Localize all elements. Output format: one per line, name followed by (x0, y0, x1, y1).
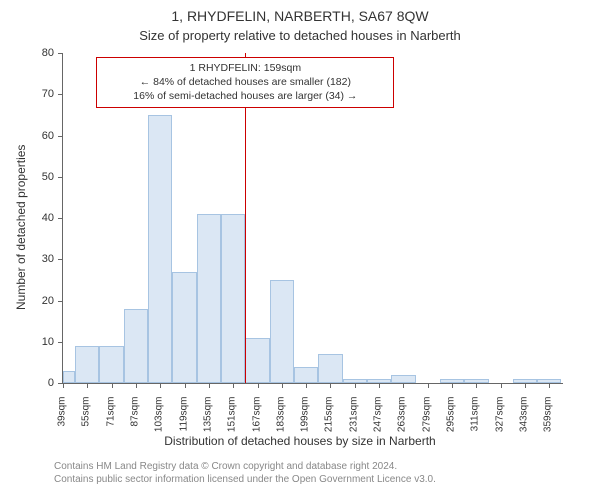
x-tick-label: 151sqm (227, 397, 238, 447)
y-tick-label: 0 (24, 377, 54, 389)
x-tick-label: 295sqm (446, 397, 457, 447)
y-tick-label: 60 (24, 130, 54, 142)
y-tick (58, 94, 63, 95)
footer-attribution: Contains HM Land Registry data © Crown c… (54, 460, 436, 486)
x-tick (87, 383, 88, 388)
x-tick (476, 383, 477, 388)
footer-line1: Contains HM Land Registry data © Crown c… (54, 460, 436, 473)
x-tick-label: 247sqm (373, 397, 384, 447)
x-tick (160, 383, 161, 388)
x-tick (501, 383, 502, 388)
x-tick-label: 359sqm (543, 397, 554, 447)
x-tick (233, 383, 234, 388)
x-tick (258, 383, 259, 388)
y-tick (58, 301, 63, 302)
histogram-bar (513, 379, 537, 383)
title-subtitle: Size of property relative to detached ho… (0, 28, 600, 43)
annotation-box: 1 RHYDFELIN: 159sqm← 84% of detached hou… (96, 57, 394, 108)
x-tick-label: 71sqm (105, 397, 116, 447)
y-tick (58, 218, 63, 219)
y-tick-label: 40 (24, 212, 54, 224)
histogram-bar (464, 379, 488, 383)
x-tick-label: 183sqm (275, 397, 286, 447)
y-tick-label: 80 (24, 47, 54, 59)
x-tick-label: 279sqm (421, 397, 432, 447)
histogram-bar (367, 379, 391, 383)
title-address: 1, RHYDFELIN, NARBERTH, SA67 8QW (0, 8, 600, 24)
x-tick (282, 383, 283, 388)
annotation-line1: 1 RHYDFELIN: 159sqm (105, 61, 385, 75)
histogram-bar (99, 346, 123, 383)
x-tick (185, 383, 186, 388)
x-tick (330, 383, 331, 388)
histogram-bar (63, 371, 75, 383)
x-tick (63, 383, 64, 388)
x-tick-label: 199sqm (300, 397, 311, 447)
x-tick-label: 167sqm (251, 397, 262, 447)
histogram-bar (537, 379, 561, 383)
x-tick-label: 135sqm (202, 397, 213, 447)
footer-line2: Contains public sector information licen… (54, 473, 436, 486)
x-tick-label: 263sqm (397, 397, 408, 447)
x-tick (452, 383, 453, 388)
x-tick-label: 343sqm (519, 397, 530, 447)
histogram-bar (172, 272, 196, 383)
x-tick-label: 311sqm (470, 397, 481, 447)
y-tick (58, 342, 63, 343)
histogram-bar (197, 214, 221, 383)
y-axis-label: Number of detached properties (14, 145, 28, 310)
histogram-bar (75, 346, 99, 383)
x-tick-label: 39sqm (57, 397, 68, 447)
histogram-bar (294, 367, 318, 384)
x-tick (136, 383, 137, 388)
x-tick-label: 327sqm (494, 397, 505, 447)
x-tick (355, 383, 356, 388)
x-tick-label: 119sqm (178, 397, 189, 447)
y-tick-label: 50 (24, 171, 54, 183)
x-tick-label: 231sqm (348, 397, 359, 447)
y-tick-label: 70 (24, 88, 54, 100)
histogram-bar (221, 214, 245, 383)
x-tick (379, 383, 380, 388)
y-tick (58, 259, 63, 260)
y-tick (58, 53, 63, 54)
x-tick (549, 383, 550, 388)
histogram-bar (245, 338, 269, 383)
x-tick-label: 103sqm (154, 397, 165, 447)
x-tick (525, 383, 526, 388)
y-tick (58, 136, 63, 137)
y-tick (58, 177, 63, 178)
x-tick-label: 87sqm (129, 397, 140, 447)
histogram-bar (343, 379, 367, 383)
x-tick (209, 383, 210, 388)
x-tick (112, 383, 113, 388)
histogram-bar (440, 379, 464, 383)
histogram-bar (124, 309, 148, 383)
annotation-line3: 16% of semi-detached houses are larger (… (105, 89, 385, 103)
histogram-bar (270, 280, 294, 383)
x-tick-label: 55sqm (81, 397, 92, 447)
x-tick (428, 383, 429, 388)
x-tick (306, 383, 307, 388)
annotation-line2: ← 84% of detached houses are smaller (18… (105, 75, 385, 89)
y-tick-label: 20 (24, 295, 54, 307)
histogram-bar (391, 375, 415, 383)
histogram-bar (148, 115, 172, 383)
histogram-bar (318, 354, 342, 383)
x-tick (403, 383, 404, 388)
x-tick-label: 215sqm (324, 397, 335, 447)
y-tick-label: 10 (24, 336, 54, 348)
y-tick-label: 30 (24, 253, 54, 265)
